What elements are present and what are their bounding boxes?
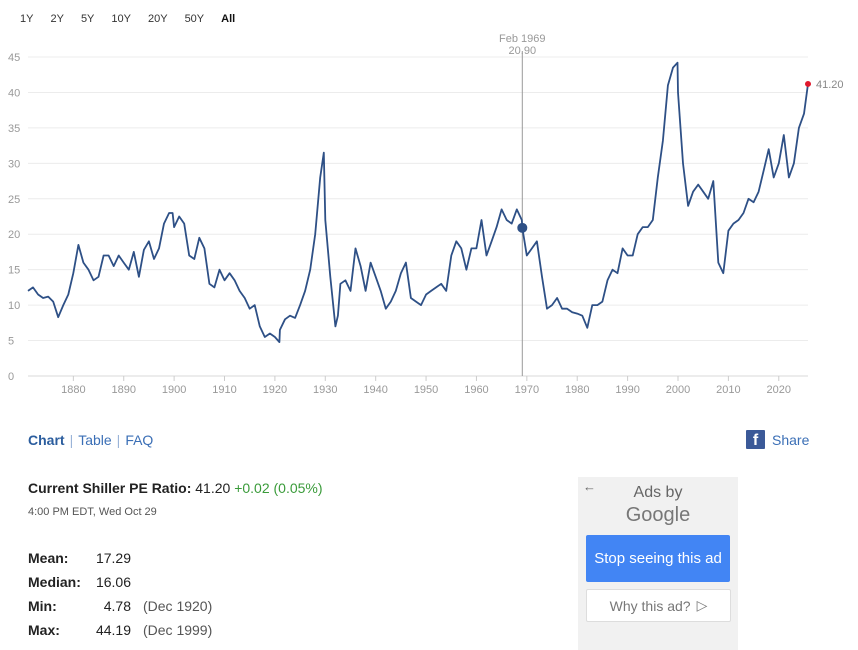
stat-value: 17.29 bbox=[95, 550, 131, 566]
x-tick-label: 1940 bbox=[363, 384, 387, 396]
x-tick-label: 1950 bbox=[414, 384, 438, 396]
stat-key: Min: bbox=[28, 598, 57, 614]
timestamp: 4:00 PM EDT, Wed Oct 29 bbox=[28, 506, 157, 518]
stats-table: Mean: 17.29 Median: 16.06 Min: 4.78 (Dec… bbox=[28, 550, 212, 646]
stat-date: (Dec 1920) bbox=[143, 598, 213, 614]
last-point bbox=[805, 80, 811, 87]
x-tick-label: 2010 bbox=[716, 384, 740, 396]
y-tick-label: 20 bbox=[8, 229, 20, 241]
y-tick-label: 25 bbox=[8, 194, 20, 206]
series-line bbox=[27, 61, 809, 344]
stat-row: Max: 44.19 (Dec 1999) bbox=[28, 622, 212, 646]
x-tick-label: 1920 bbox=[263, 384, 287, 396]
stat-key: Mean: bbox=[28, 550, 69, 566]
range-50y-button[interactable]: 50Y bbox=[184, 13, 205, 25]
range-20y-button[interactable]: 20Y bbox=[147, 13, 168, 25]
x-tick-label: 1890 bbox=[111, 384, 135, 396]
tab-faq[interactable]: FAQ bbox=[125, 432, 154, 448]
y-tick-label: 35 bbox=[8, 123, 20, 135]
share-label: Share bbox=[772, 431, 810, 448]
why-this-ad-button[interactable]: Why this ad? ▷ bbox=[586, 589, 731, 622]
google-logo: Google bbox=[625, 504, 691, 526]
stat-key: Median: bbox=[28, 574, 81, 590]
range-5y-button[interactable]: 5Y bbox=[80, 13, 95, 25]
why-this-ad-label: Why this ad? bbox=[609, 597, 691, 614]
tab-separator: | bbox=[116, 432, 121, 448]
x-tick-label: 1970 bbox=[515, 384, 539, 396]
share-button[interactable]: f Share bbox=[746, 430, 809, 449]
stat-row: Median: 16.06 bbox=[28, 574, 212, 598]
ads-by-label: Ads by bbox=[633, 484, 683, 501]
y-tick-label: 0 bbox=[8, 371, 14, 383]
arrow-left-icon[interactable]: ← bbox=[583, 479, 596, 494]
stat-row: Mean: 17.29 bbox=[28, 550, 212, 574]
x-tick-label: 2020 bbox=[767, 384, 791, 396]
x-tick-label: 1900 bbox=[162, 384, 186, 396]
current-pe-label: Current Shiller PE Ratio: bbox=[28, 480, 192, 496]
hover-point bbox=[517, 222, 528, 233]
tab-chart[interactable]: Chart bbox=[28, 432, 65, 448]
x-tick-label: 1930 bbox=[313, 384, 337, 396]
y-tick-label: 40 bbox=[8, 87, 20, 99]
stat-date: (Dec 1999) bbox=[143, 622, 213, 638]
current-pe-value: 41.20 bbox=[195, 480, 231, 496]
range-1y-button[interactable]: 1Y bbox=[20, 13, 34, 25]
range-2y-button[interactable]: 2Y bbox=[50, 13, 64, 25]
view-tabs: Chart | Table | FAQ bbox=[28, 432, 153, 448]
range-selector: 1Y 2Y 5Y 10Y 20Y 50Y All bbox=[20, 13, 252, 25]
tooltip-date: Feb 1969 bbox=[499, 33, 545, 45]
stop-seeing-ad-button[interactable]: Stop seeing this ad bbox=[586, 535, 730, 582]
tab-table[interactable]: Table bbox=[78, 432, 112, 448]
range-all-button[interactable]: All bbox=[221, 13, 236, 25]
x-tick-label: 2000 bbox=[666, 384, 690, 396]
play-outline-icon: ▷ bbox=[696, 597, 708, 613]
last-value-label: 41.20 bbox=[816, 79, 844, 91]
range-10y-button[interactable]: 10Y bbox=[111, 13, 131, 25]
y-tick-label: 15 bbox=[8, 265, 20, 277]
y-tick-label: 5 bbox=[8, 336, 14, 348]
stat-value: 4.78 bbox=[103, 598, 131, 614]
current-pe: Current Shiller PE Ratio: 41.20 +0.02 (0… bbox=[28, 480, 323, 496]
stat-row: Min: 4.78 (Dec 1920) bbox=[28, 598, 212, 622]
shiller-pe-chart[interactable]: 0 5 10 15 20 25 30 35 40 45 1880 1890 1900 1910 1920 19… bbox=[0, 30, 858, 410]
x-tick-label: 1960 bbox=[464, 384, 488, 396]
facebook-icon: f bbox=[746, 430, 765, 449]
ad-panel: ← Ads by Google Stop seeing this ad Why … bbox=[578, 477, 738, 650]
x-tick-label: 1880 bbox=[61, 384, 85, 396]
x-tick-label: 1990 bbox=[615, 384, 639, 396]
y-tick-label: 10 bbox=[8, 300, 20, 312]
x-tick-label: 1980 bbox=[565, 384, 589, 396]
y-tick-label: 30 bbox=[8, 158, 20, 170]
stat-key: Max: bbox=[28, 622, 60, 638]
current-pe-change: +0.02 (0.05%) bbox=[234, 480, 323, 496]
tab-separator: | bbox=[69, 432, 74, 448]
stat-value: 44.19 bbox=[95, 622, 131, 638]
stat-value: 16.06 bbox=[95, 574, 131, 590]
y-tick-label: 45 bbox=[8, 52, 20, 64]
tooltip-value: 20.90 bbox=[509, 45, 537, 57]
x-tick-label: 1910 bbox=[212, 384, 236, 396]
